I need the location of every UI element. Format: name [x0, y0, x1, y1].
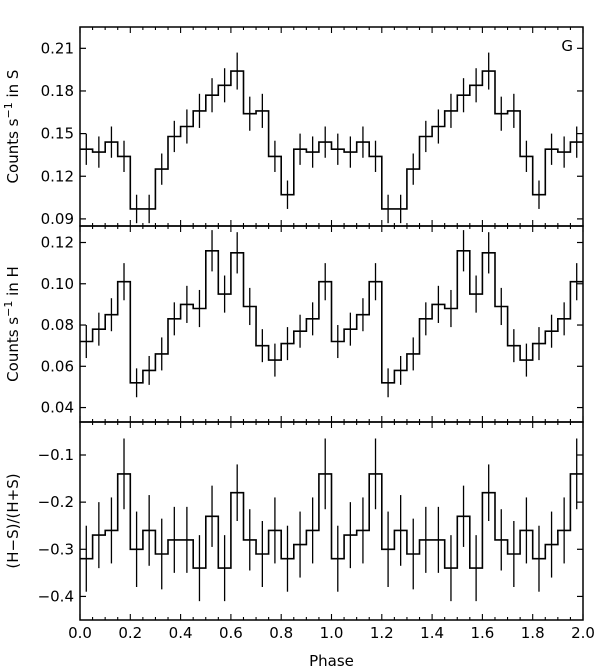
y-tick-label: 0.06: [41, 357, 74, 375]
panel-1: 0.09 0.12 0.15 0.18 0.21 Counts s−1 in S G: [2, 26, 584, 228]
panel-3: −0.4 −0.3 −0.2 −0.1 (H−S)/(H+S) 0.0 0.2 0.4 0.6 0…: [4, 421, 595, 670]
x-tick-label: 0.2: [118, 624, 142, 642]
x-tick-label: 0.8: [269, 624, 293, 642]
x-axis-label: Phase: [309, 652, 354, 670]
y-tick-label: −0.4: [38, 587, 74, 605]
y-tick-label: 0.10: [41, 275, 74, 293]
x-tick-label: 1.2: [370, 624, 394, 642]
y-tick-label: 0.08: [41, 316, 74, 334]
series-step-line: [80, 250, 583, 384]
x-tick-label: 0.6: [219, 624, 243, 642]
y-axis-label: (H−S)/(H+S): [4, 473, 22, 568]
y-tick-label: −0.1: [38, 446, 74, 464]
x-tick-label: 1.0: [320, 624, 344, 642]
x-tick-label: 0.0: [68, 624, 92, 642]
panel-2: 0.04 0.06 0.08 0.10 0.12 Counts s−1 in H: [2, 225, 584, 423]
y-tick-label: 0.12: [41, 167, 74, 185]
y-tick-label: 0.09: [41, 210, 74, 228]
x-tick-label: 1.4: [420, 624, 444, 642]
y-tick-label: 0.15: [41, 125, 74, 143]
x-tick-label: 0.4: [169, 624, 193, 642]
y-tick-label: −0.3: [38, 540, 74, 558]
y-tick-label: 0.04: [41, 399, 74, 417]
y-tick-label: 0.12: [41, 234, 74, 252]
panel-label: G: [561, 37, 573, 55]
x-tick-label: 1.6: [470, 624, 494, 642]
series-step-line: [80, 473, 583, 569]
x-tick-label: 2.0: [571, 624, 595, 642]
y-tick-label: 0.18: [41, 82, 74, 100]
x-tick-label: 1.8: [521, 624, 545, 642]
y-tick-label: −0.2: [38, 493, 74, 511]
series-step-line: [80, 70, 583, 210]
y-axis-label: Counts s−1 in H: [2, 266, 22, 382]
y-axis-label: Counts s−1 in S: [2, 70, 22, 184]
y-tick-label: 0.21: [41, 39, 74, 57]
